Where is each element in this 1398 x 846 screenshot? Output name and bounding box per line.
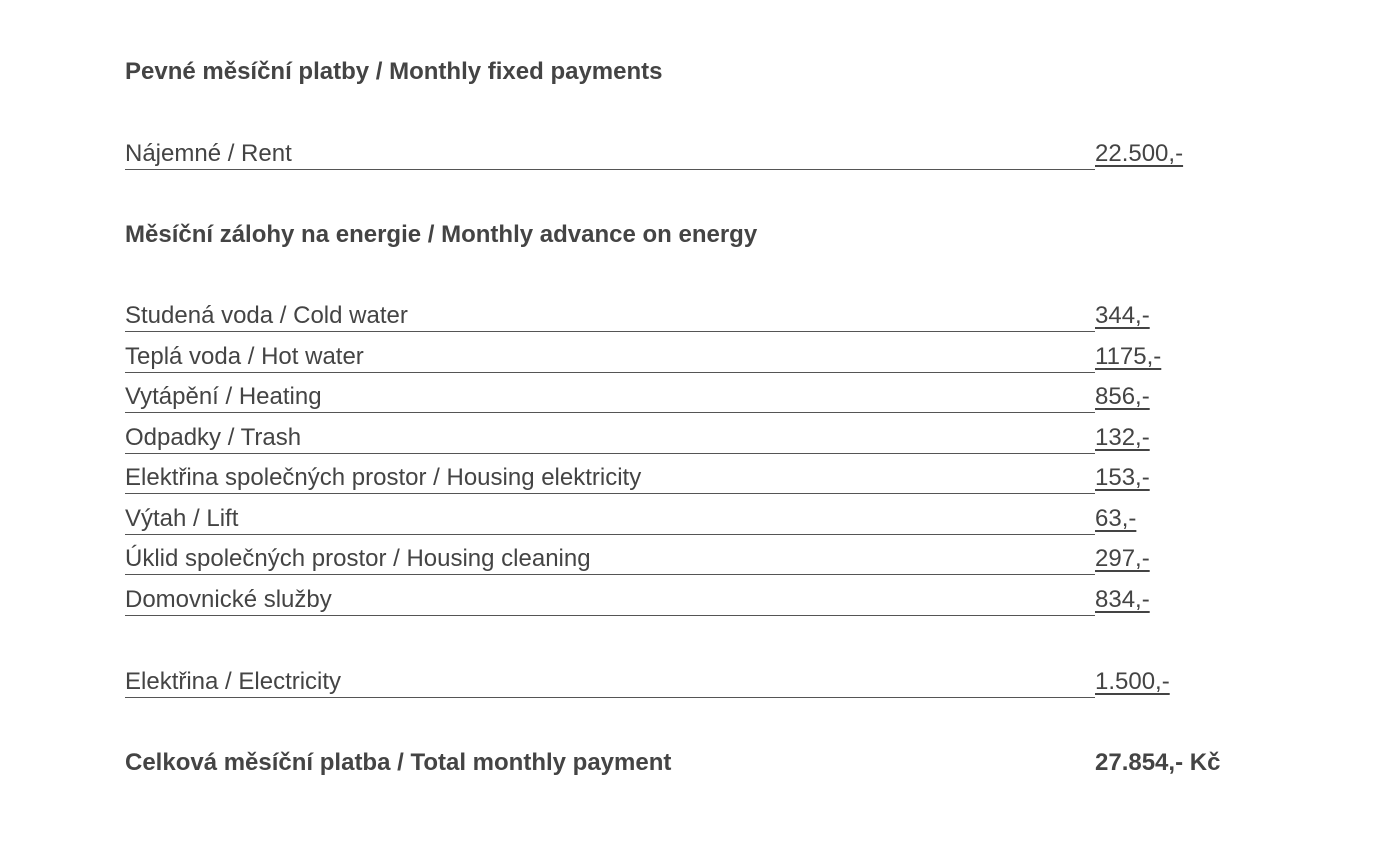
row-value: 1.500,- [1095, 668, 1170, 695]
row-value: 153,- [1095, 464, 1150, 491]
row-value: 63,- [1095, 505, 1137, 532]
total-value: 27.854,- Kč [1095, 749, 1221, 776]
row-line: Elektřina společných prostor / Housing e… [125, 463, 1095, 494]
section-heading: Pevné měsíční platby / Monthly fixed pay… [125, 58, 663, 85]
row-line: Úklid společných prostor / Housing clean… [125, 544, 1095, 575]
row-line: Nájemné / Rent [125, 139, 1095, 170]
section-heading: Měsíční zálohy na energie / Monthly adva… [125, 221, 758, 248]
row-label: Nájemné / Rent [125, 140, 292, 167]
row-label: Odpadky / Trash [125, 424, 302, 451]
row-label: Výtah / Lift [125, 505, 239, 532]
row-value: 22.500,- [1095, 140, 1184, 167]
row-label: Studená voda / Cold water [125, 302, 408, 329]
row-label: Úklid společných prostor / Housing clean… [125, 545, 591, 572]
row-label: Teplá voda / Hot water [125, 343, 364, 370]
row-label: Vytápění / Heating [125, 383, 322, 410]
row-line: Elektřina / Electricity [125, 667, 1095, 698]
row-value: 344,- [1095, 302, 1150, 329]
row-line: Vytápění / Heating [125, 382, 1095, 413]
row-line: Teplá voda / Hot water [125, 342, 1095, 373]
row-line: Odpadky / Trash [125, 423, 1095, 454]
row-label: Domovnické služby [125, 586, 332, 613]
row-value: 856,- [1095, 383, 1150, 410]
row-line: Studená voda / Cold water [125, 301, 1095, 332]
row-value: 834,- [1095, 586, 1150, 613]
row-label: Elektřina společných prostor / Housing e… [125, 464, 642, 491]
row-value: 297,- [1095, 545, 1150, 572]
row-line: Domovnické služby [125, 585, 1095, 616]
row-label: Elektřina / Electricity [125, 668, 342, 695]
total-label: Celková měsíční platba / Total monthly p… [125, 749, 672, 776]
row-value: 1175,- [1095, 343, 1162, 370]
row-value: 132,- [1095, 424, 1150, 451]
row-line: Výtah / Lift [125, 504, 1095, 535]
